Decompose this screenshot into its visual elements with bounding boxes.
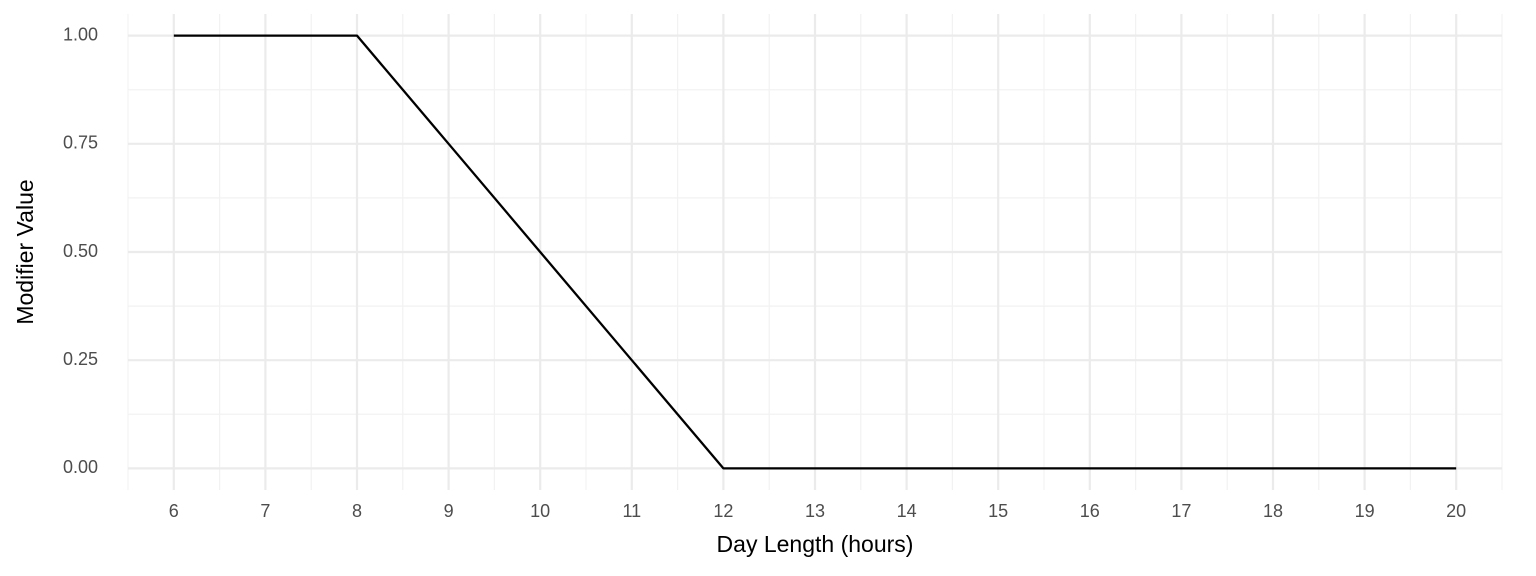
x-tick-label: 13 [805,501,825,521]
x-tick-label: 7 [260,501,270,521]
y-tick-label: 0.25 [63,349,98,369]
line [173,34,1457,470]
x-tick-label: 9 [444,501,454,521]
x-axis-title: Day Length (hours) [717,531,914,557]
x-tick-label: 17 [1171,501,1191,521]
grid [127,14,1503,490]
x-tick-label: 20 [1446,501,1466,521]
y-tick-label: 0.50 [63,241,98,261]
x-tick-label: 6 [169,501,179,521]
y-tick-label: 0.75 [63,133,98,153]
y-axis-title: Modifier Value [12,179,38,324]
x-tick-label: 16 [1080,501,1100,521]
x-tick-label: 14 [897,501,917,521]
y-tick-label: 0.00 [63,457,98,477]
x-tick-label: 12 [713,501,733,521]
x-tick-label: 15 [988,501,1008,521]
x-tick-label: 11 [622,501,641,521]
x-tick-label: 18 [1263,501,1283,521]
x-tick-label: 8 [352,501,362,521]
y-tick-label: 1.00 [63,24,98,44]
x-tick-label: 10 [530,501,550,521]
x-tick-label: 19 [1355,501,1375,521]
